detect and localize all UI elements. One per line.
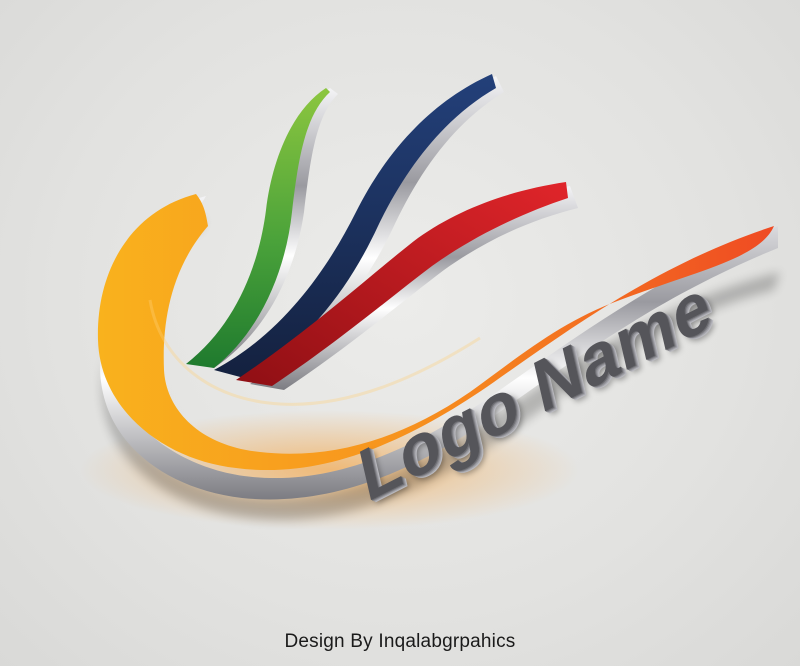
navy-leaf: [214, 74, 504, 380]
designer-credit: Design By Inqalabgrpahics: [284, 631, 516, 652]
green-leaf: [186, 88, 338, 368]
orange-swoosh: [97, 194, 781, 521]
red-leaf: [236, 182, 578, 390]
